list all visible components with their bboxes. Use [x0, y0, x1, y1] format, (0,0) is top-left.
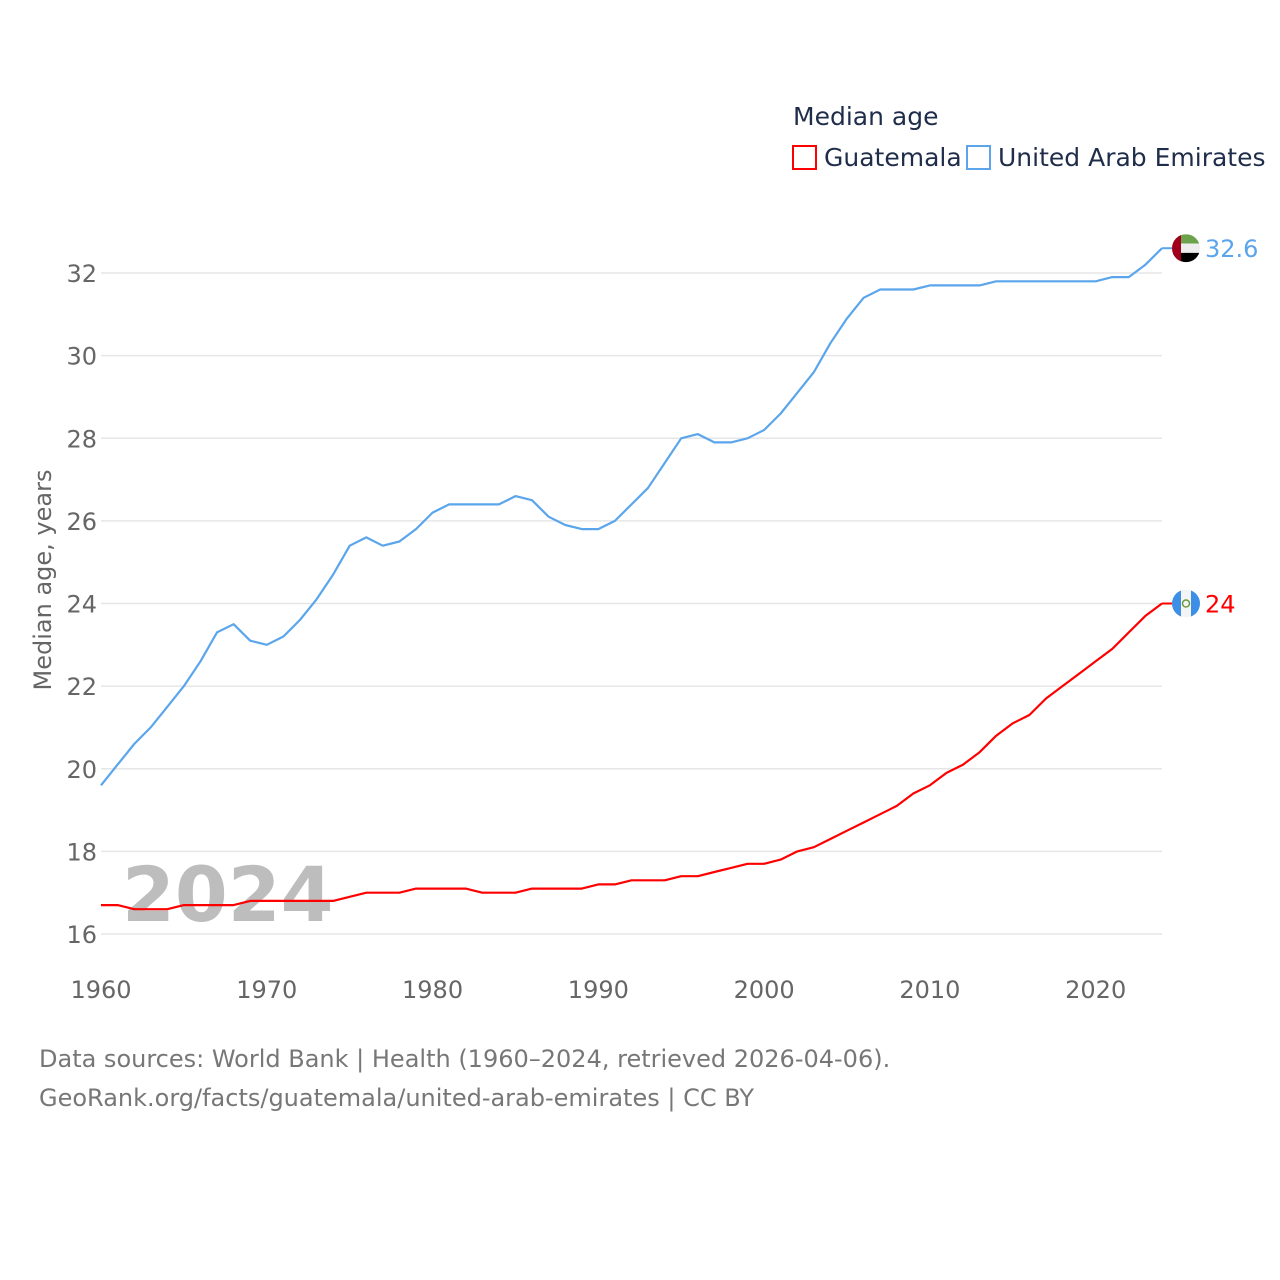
guatemala-flag-icon — [1172, 589, 1200, 618]
footer-sources: Data sources: World Bank | Health (1960–… — [39, 1045, 891, 1073]
legend-item-uae[interactable]: United Arab Emirates — [966, 143, 1266, 172]
legend-swatch — [966, 145, 991, 170]
y-tick-label: 18 — [66, 838, 97, 866]
x-tick-label: 1990 — [568, 976, 629, 1004]
series-line-0 — [101, 602, 1163, 911]
uae-flag-icon — [1172, 234, 1200, 263]
footer-link[interactable]: GeoRank.org/facts/guatemala/united-arab-… — [39, 1084, 755, 1112]
x-tick-label: 1960 — [70, 976, 131, 1004]
y-tick-label: 24 — [66, 591, 97, 619]
legend-title: Median age — [793, 102, 938, 131]
grid — [101, 272, 1162, 935]
y-axis: 16 18 20 22 24 26 28 30 32 — [66, 260, 97, 949]
y-tick-label: 28 — [66, 425, 97, 453]
end-labels: 24 32.6 — [1162, 234, 1258, 619]
legend: Median age Guatemala United Arab Emirate… — [792, 102, 1266, 172]
y-tick-label: 30 — [66, 343, 97, 371]
x-tick-label: 1980 — [402, 976, 463, 1004]
legend-swatch — [792, 145, 817, 170]
end-value-label: 24 — [1205, 591, 1236, 619]
x-tick-label: 2010 — [899, 976, 960, 1004]
end-value-label: 32.6 — [1205, 235, 1258, 263]
x-axis: 1960 1970 1980 1990 2000 2010 2020 — [70, 976, 1126, 1004]
y-tick-label: 26 — [66, 508, 97, 536]
legend-label: Guatemala — [824, 143, 962, 172]
x-tick-label: 1970 — [236, 976, 297, 1004]
y-axis-label: Median age, years — [29, 470, 57, 691]
legend-item-guatemala[interactable]: Guatemala — [792, 143, 962, 172]
y-tick-label: 32 — [66, 260, 97, 288]
year-watermark: 2024 — [122, 850, 334, 939]
series-line-1 — [100, 247, 1163, 786]
x-tick-label: 2020 — [1065, 976, 1126, 1004]
x-tick-label: 2000 — [734, 976, 795, 1004]
series-lines — [100, 247, 1163, 911]
y-tick-label: 20 — [66, 756, 97, 784]
y-tick-label: 22 — [66, 673, 97, 701]
legend-label: United Arab Emirates — [998, 143, 1266, 172]
y-tick-label: 16 — [66, 921, 97, 949]
